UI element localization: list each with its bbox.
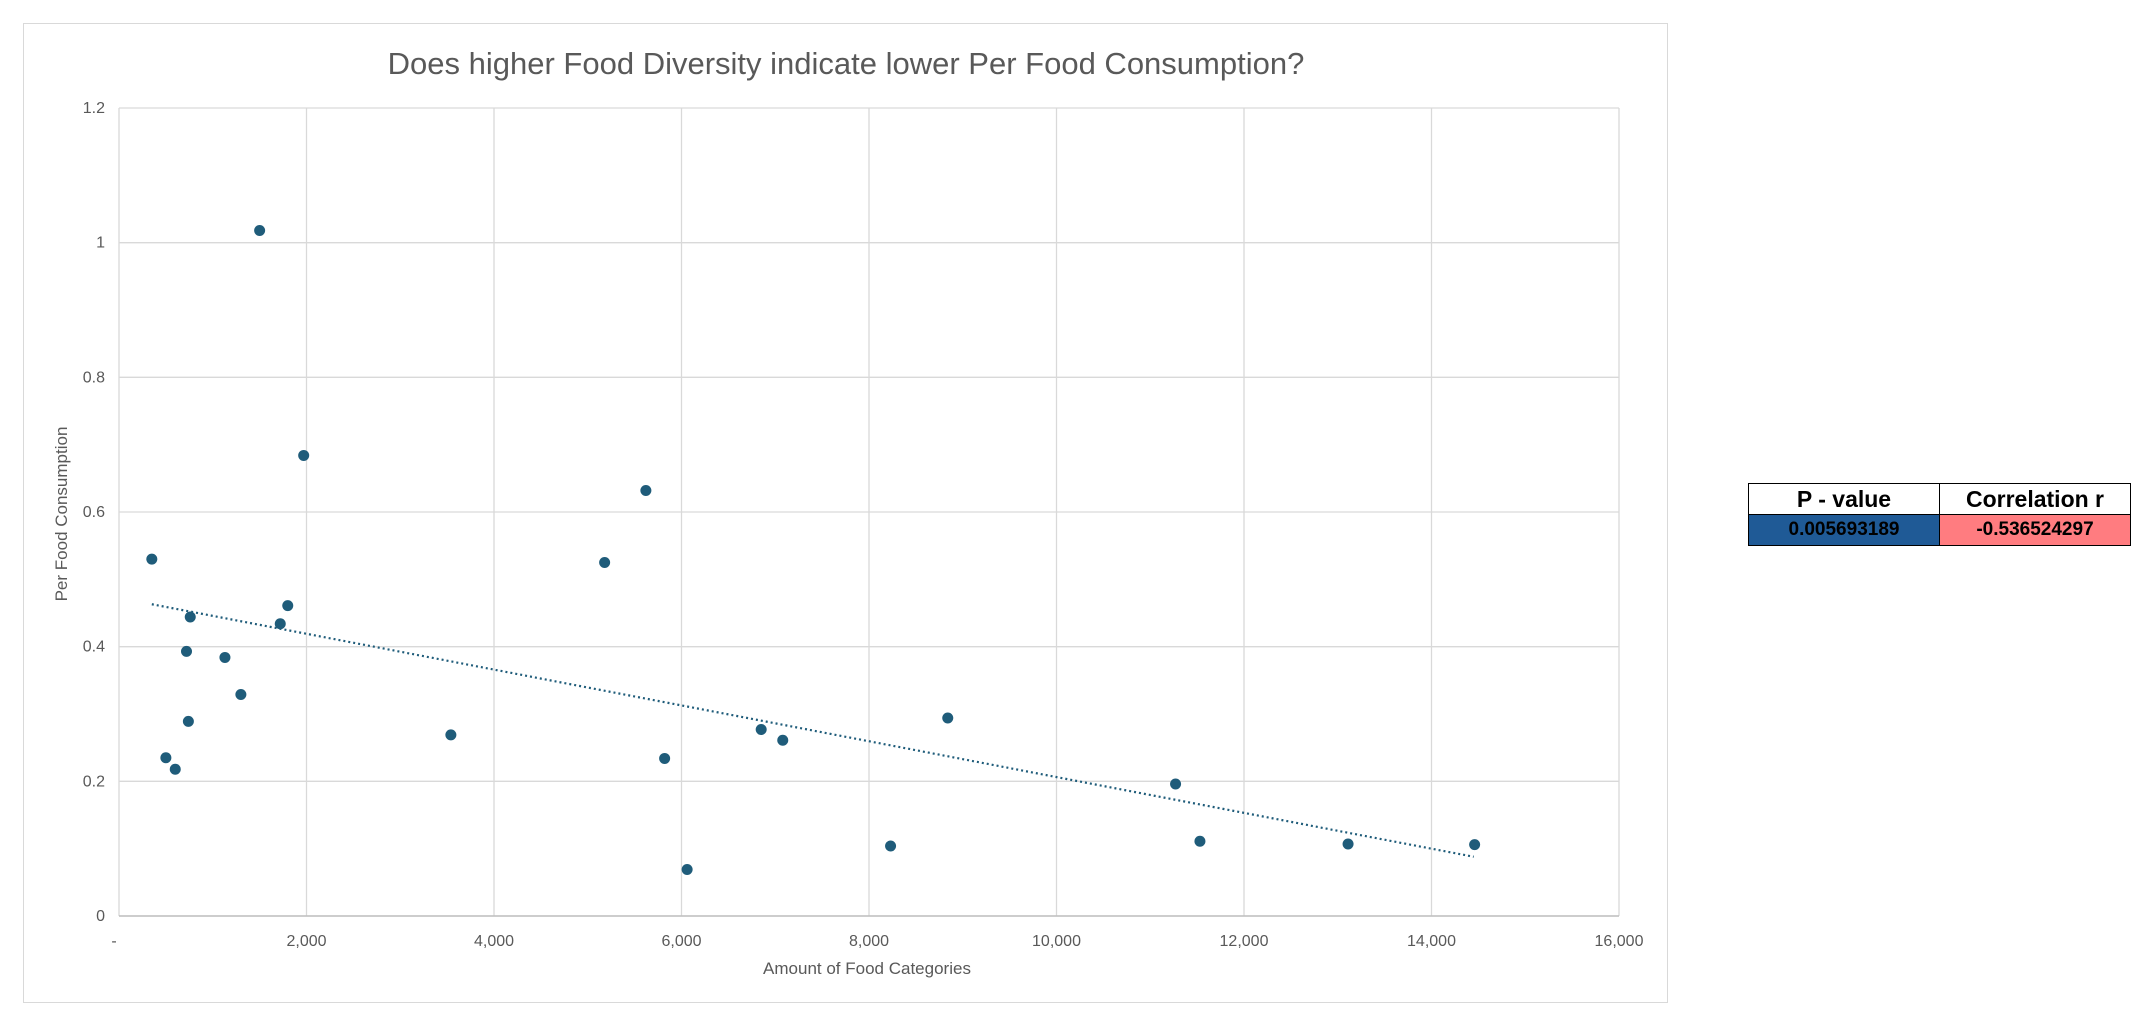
y-tick-label: 0.2 <box>83 773 105 790</box>
y-tick-label: 0 <box>96 908 105 925</box>
y-axis-title: Per Food Consumption <box>52 427 71 602</box>
data-point <box>755 723 767 735</box>
data-point <box>777 734 789 746</box>
data-point <box>885 840 897 852</box>
data-point <box>219 651 231 663</box>
statistics-table: P - value Correlation r 0.005693189 -0.5… <box>1748 483 2131 546</box>
data-point <box>282 600 294 612</box>
data-point <box>235 688 247 700</box>
trendline-group <box>151 603 1474 858</box>
x-tick-label: 14,000 <box>1407 933 1456 950</box>
data-point <box>1342 838 1354 850</box>
scatter-chart: Does higher Food Diversity indicate lowe… <box>52 46 1644 978</box>
data-point <box>640 484 652 496</box>
x-tick-label: 4,000 <box>474 933 514 950</box>
data-point <box>681 864 693 876</box>
data-point <box>599 557 611 568</box>
data-point <box>184 611 196 623</box>
data-point <box>298 449 310 461</box>
data-point <box>445 729 457 741</box>
y-tick-label: 1 <box>96 235 105 252</box>
data-points <box>146 225 1481 876</box>
x-tick-label: 2,000 <box>286 933 326 950</box>
y-tick-label: 0.6 <box>83 504 105 521</box>
chart-frame: Does higher Food Diversity indicate lowe… <box>23 23 1668 1003</box>
axes: 0 0.2 0.4 0.6 0.8 1 1.2 - 2,000 4,000 6,000 8,000 10… <box>83 100 1644 950</box>
data-point <box>659 752 671 764</box>
x-tick-label: 12,000 <box>1220 933 1269 950</box>
y-tick-label: 1.2 <box>83 100 105 117</box>
x-tick-label: 16,000 <box>1595 933 1644 950</box>
data-point <box>1170 778 1182 790</box>
x-tick-label: 8,000 <box>849 933 889 950</box>
x-axis-title: Amount of Food Categories <box>763 959 971 978</box>
y-tick-label: 0.8 <box>83 369 105 386</box>
pvalue-header: P - value <box>1748 483 1940 515</box>
x-tick-label: - <box>111 933 116 950</box>
data-point <box>181 645 192 657</box>
correlation-header: Correlation r <box>1939 483 2131 515</box>
stats-value-row: 0.005693189 -0.536524297 <box>1748 514 2131 546</box>
correlation-value: -0.536524297 <box>1939 514 2131 546</box>
stats-header-row: P - value Correlation r <box>1748 483 2131 515</box>
data-point <box>1469 839 1481 851</box>
y-tick-label: 0.4 <box>83 639 105 656</box>
data-point <box>160 752 172 764</box>
chart-title: Does higher Food Diversity indicate lowe… <box>388 46 1305 81</box>
x-tick-label: 6,000 <box>661 933 701 950</box>
data-point <box>274 618 286 630</box>
data-point <box>254 225 266 237</box>
data-point <box>182 715 194 727</box>
pvalue-value: 0.005693189 <box>1748 514 1940 546</box>
trendline <box>151 603 1474 858</box>
data-point <box>146 553 158 565</box>
data-point <box>169 763 181 775</box>
data-point <box>942 712 954 724</box>
x-tick-label: 10,000 <box>1032 933 1081 950</box>
grid-lines <box>118 107 1620 917</box>
data-point <box>1194 835 1206 847</box>
